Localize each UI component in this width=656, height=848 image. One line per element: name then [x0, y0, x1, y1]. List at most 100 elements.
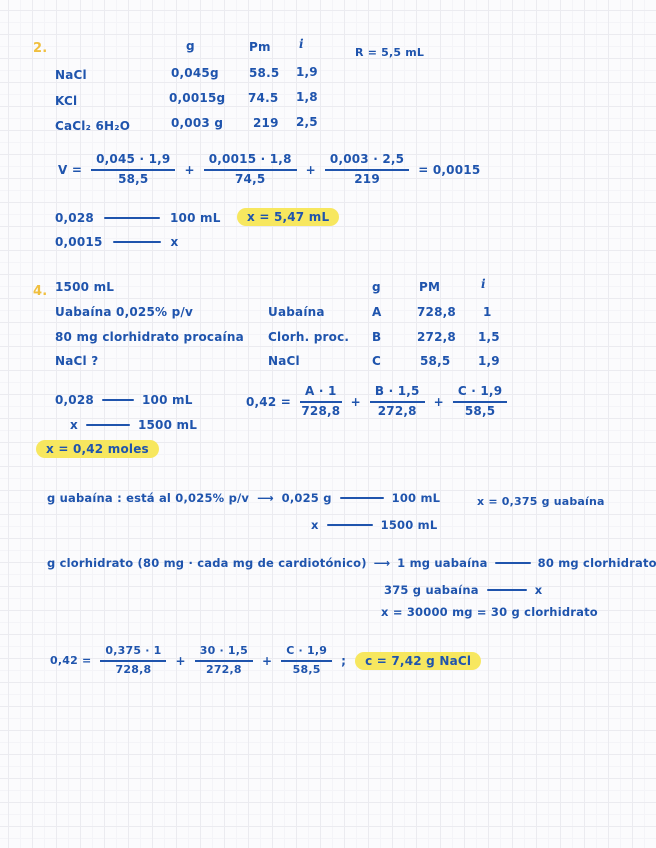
proportion-line: 0,028 100 mL	[55, 211, 221, 225]
final-equation: 0,42 = 0,375 · 1 728,8 + 30 · 1,5 272,8 …	[50, 644, 482, 676]
semicolon: ;	[341, 653, 347, 668]
fraction: A · 1 728,8	[300, 384, 342, 418]
proportion-dash	[339, 496, 384, 500]
table-row-grams: 0,045g	[171, 66, 219, 80]
table-row-name: NaCl	[268, 354, 300, 368]
proportion-line: 375 g uabaína x	[384, 583, 542, 597]
proportion-left: 1 mg uabaína	[397, 556, 488, 570]
given-item: Uabaína 0,025% p/v	[55, 305, 194, 319]
highlighted-answer: x = 5,47 mL	[237, 208, 340, 227]
proportion-dash	[486, 588, 527, 592]
exercise-number-4: 4.	[33, 284, 48, 299]
proportion-line: x 1500 mL	[70, 418, 197, 432]
fraction: 0,003 · 2,5 219	[324, 152, 410, 187]
table-row-pm: 219	[253, 116, 279, 130]
equation-lhs: 0,42 =	[50, 654, 92, 668]
fraction: 30 · 1,5 272,8	[194, 644, 253, 676]
table-row-pm: 728,8	[417, 305, 456, 319]
calc-answer: x = 0,375 g uabaína	[477, 495, 605, 508]
col-header-g: g	[186, 39, 195, 53]
proportion-right: 100 mL	[141, 393, 193, 407]
table-row-i: 1	[483, 305, 492, 319]
table-row-pm: 272,8	[417, 330, 456, 344]
table-row-pm: 58.5	[249, 66, 280, 80]
proportion-left: x	[311, 518, 319, 532]
proportion-left: 0,028	[55, 211, 94, 225]
proportion-dash	[101, 398, 134, 402]
fraction: 0,045 · 1,9 58,5	[91, 152, 176, 187]
table-row-grams: 0,0015g	[169, 91, 226, 105]
fraction: 0,375 · 1 728,8	[100, 644, 167, 676]
proportion-right: 100 mL	[169, 211, 221, 225]
proportion-right: 1500 mL	[380, 518, 438, 532]
given-item: 80 mg clorhidrato procaína	[55, 330, 244, 344]
osmolarity-equation: V = 0,045 · 1,9 58,5 + 0,0015 · 1,8 74,5…	[58, 152, 481, 187]
table-row-i: 2,5	[296, 115, 318, 129]
col-header-i: i	[299, 37, 304, 51]
table-row-name: KCl	[55, 94, 78, 108]
equation-lhs: V =	[58, 162, 83, 177]
table-row-grams: 0,003 g	[171, 116, 224, 130]
plus-sign: +	[350, 394, 361, 409]
col-header-pm: PM	[419, 280, 441, 294]
calc-intro: g uabaína : está al 0,025% p/v	[47, 491, 250, 505]
proportion-dash	[326, 523, 373, 527]
table-row-name: Uabaína	[268, 305, 325, 319]
exercise-number-2: 2.	[33, 41, 48, 56]
fraction: B · 1,5 272,8	[369, 384, 425, 419]
table-row-name: Clorh. proc.	[268, 330, 350, 344]
proportion-dash	[112, 240, 161, 244]
col-header-pm: Pm	[249, 40, 271, 54]
equation-lhs: 0,42 =	[246, 394, 292, 409]
proportion-right: 80 mg clorhidrato	[537, 556, 656, 570]
highlighted-answer: x = 0,42 moles	[36, 440, 159, 459]
clorhidrato-calc-line: g clorhidrato (80 mg · cada mg de cardio…	[47, 556, 656, 570]
table-row-i: 1,9	[296, 65, 318, 79]
fraction: 0,0015 · 1,8 74,5	[203, 152, 297, 187]
proportion-line: x 1500 mL	[311, 518, 437, 532]
fraction: C · 1,9 58,5	[452, 384, 508, 419]
col-header-i: i	[481, 277, 486, 291]
table-row-pm: 58,5	[420, 354, 451, 368]
col-header-g: g	[372, 280, 381, 294]
proportion-dash	[494, 561, 531, 565]
proportion-left: 0,028	[55, 393, 94, 407]
proportion-left: 0,0015	[55, 235, 103, 249]
equation-result: = 0,0015	[418, 162, 481, 177]
plus-sign: +	[433, 394, 444, 409]
plus-sign: +	[261, 653, 273, 668]
proportion-right: x	[534, 583, 543, 597]
table-row-grams: B	[372, 330, 382, 344]
table-row-grams: C	[372, 354, 382, 368]
plus-sign: +	[175, 653, 186, 668]
arrow-icon: ⟶	[373, 556, 391, 570]
osmolarity-equation: 0,42 = A · 1 728,8 + B · 1,5 272,8 + C ·…	[246, 384, 508, 419]
proportion-right: x	[170, 235, 179, 249]
proportion-right: 100 mL	[391, 491, 441, 505]
table-row-pm: 74.5	[248, 91, 279, 105]
table-row-i: 1,9	[478, 354, 500, 368]
plus-sign: +	[184, 162, 195, 177]
proportion-right: 1500 mL	[137, 418, 198, 432]
proportion-dash	[103, 216, 160, 220]
table-row-i: 1,8	[296, 90, 318, 104]
proportion-left: 0,025 g	[281, 491, 332, 505]
table-row-name: CaCl₂ 6H₂O	[55, 119, 131, 133]
table-row-name: NaCl	[55, 68, 87, 82]
proportion-line: 0,028 100 mL	[55, 393, 193, 407]
table-row-i: 1,5	[478, 330, 500, 344]
calc-answer: x = 30000 mg = 30 g clorhidrato	[381, 605, 598, 619]
given-item: NaCl ?	[55, 354, 99, 368]
proportion-left: 375 g uabaína	[384, 583, 479, 597]
uabaina-calc-line: g uabaína : está al 0,025% p/v ⟶ 0,025 g…	[47, 491, 440, 505]
result-note: R = 5,5 mL	[355, 46, 425, 59]
plus-sign: +	[305, 162, 316, 177]
table-row-grams: A	[372, 305, 382, 319]
arrow-icon: ⟶	[257, 491, 274, 505]
calc-intro: g clorhidrato (80 mg · cada mg de cardio…	[47, 556, 367, 570]
fraction: C · 1,9 58,5	[281, 644, 333, 676]
proportion-line: 0,0015 x	[55, 235, 178, 249]
total-volume: 1500 mL	[55, 280, 115, 294]
highlighted-answer: c = 7,42 g NaCl	[355, 651, 482, 670]
proportion-dash	[85, 423, 130, 427]
